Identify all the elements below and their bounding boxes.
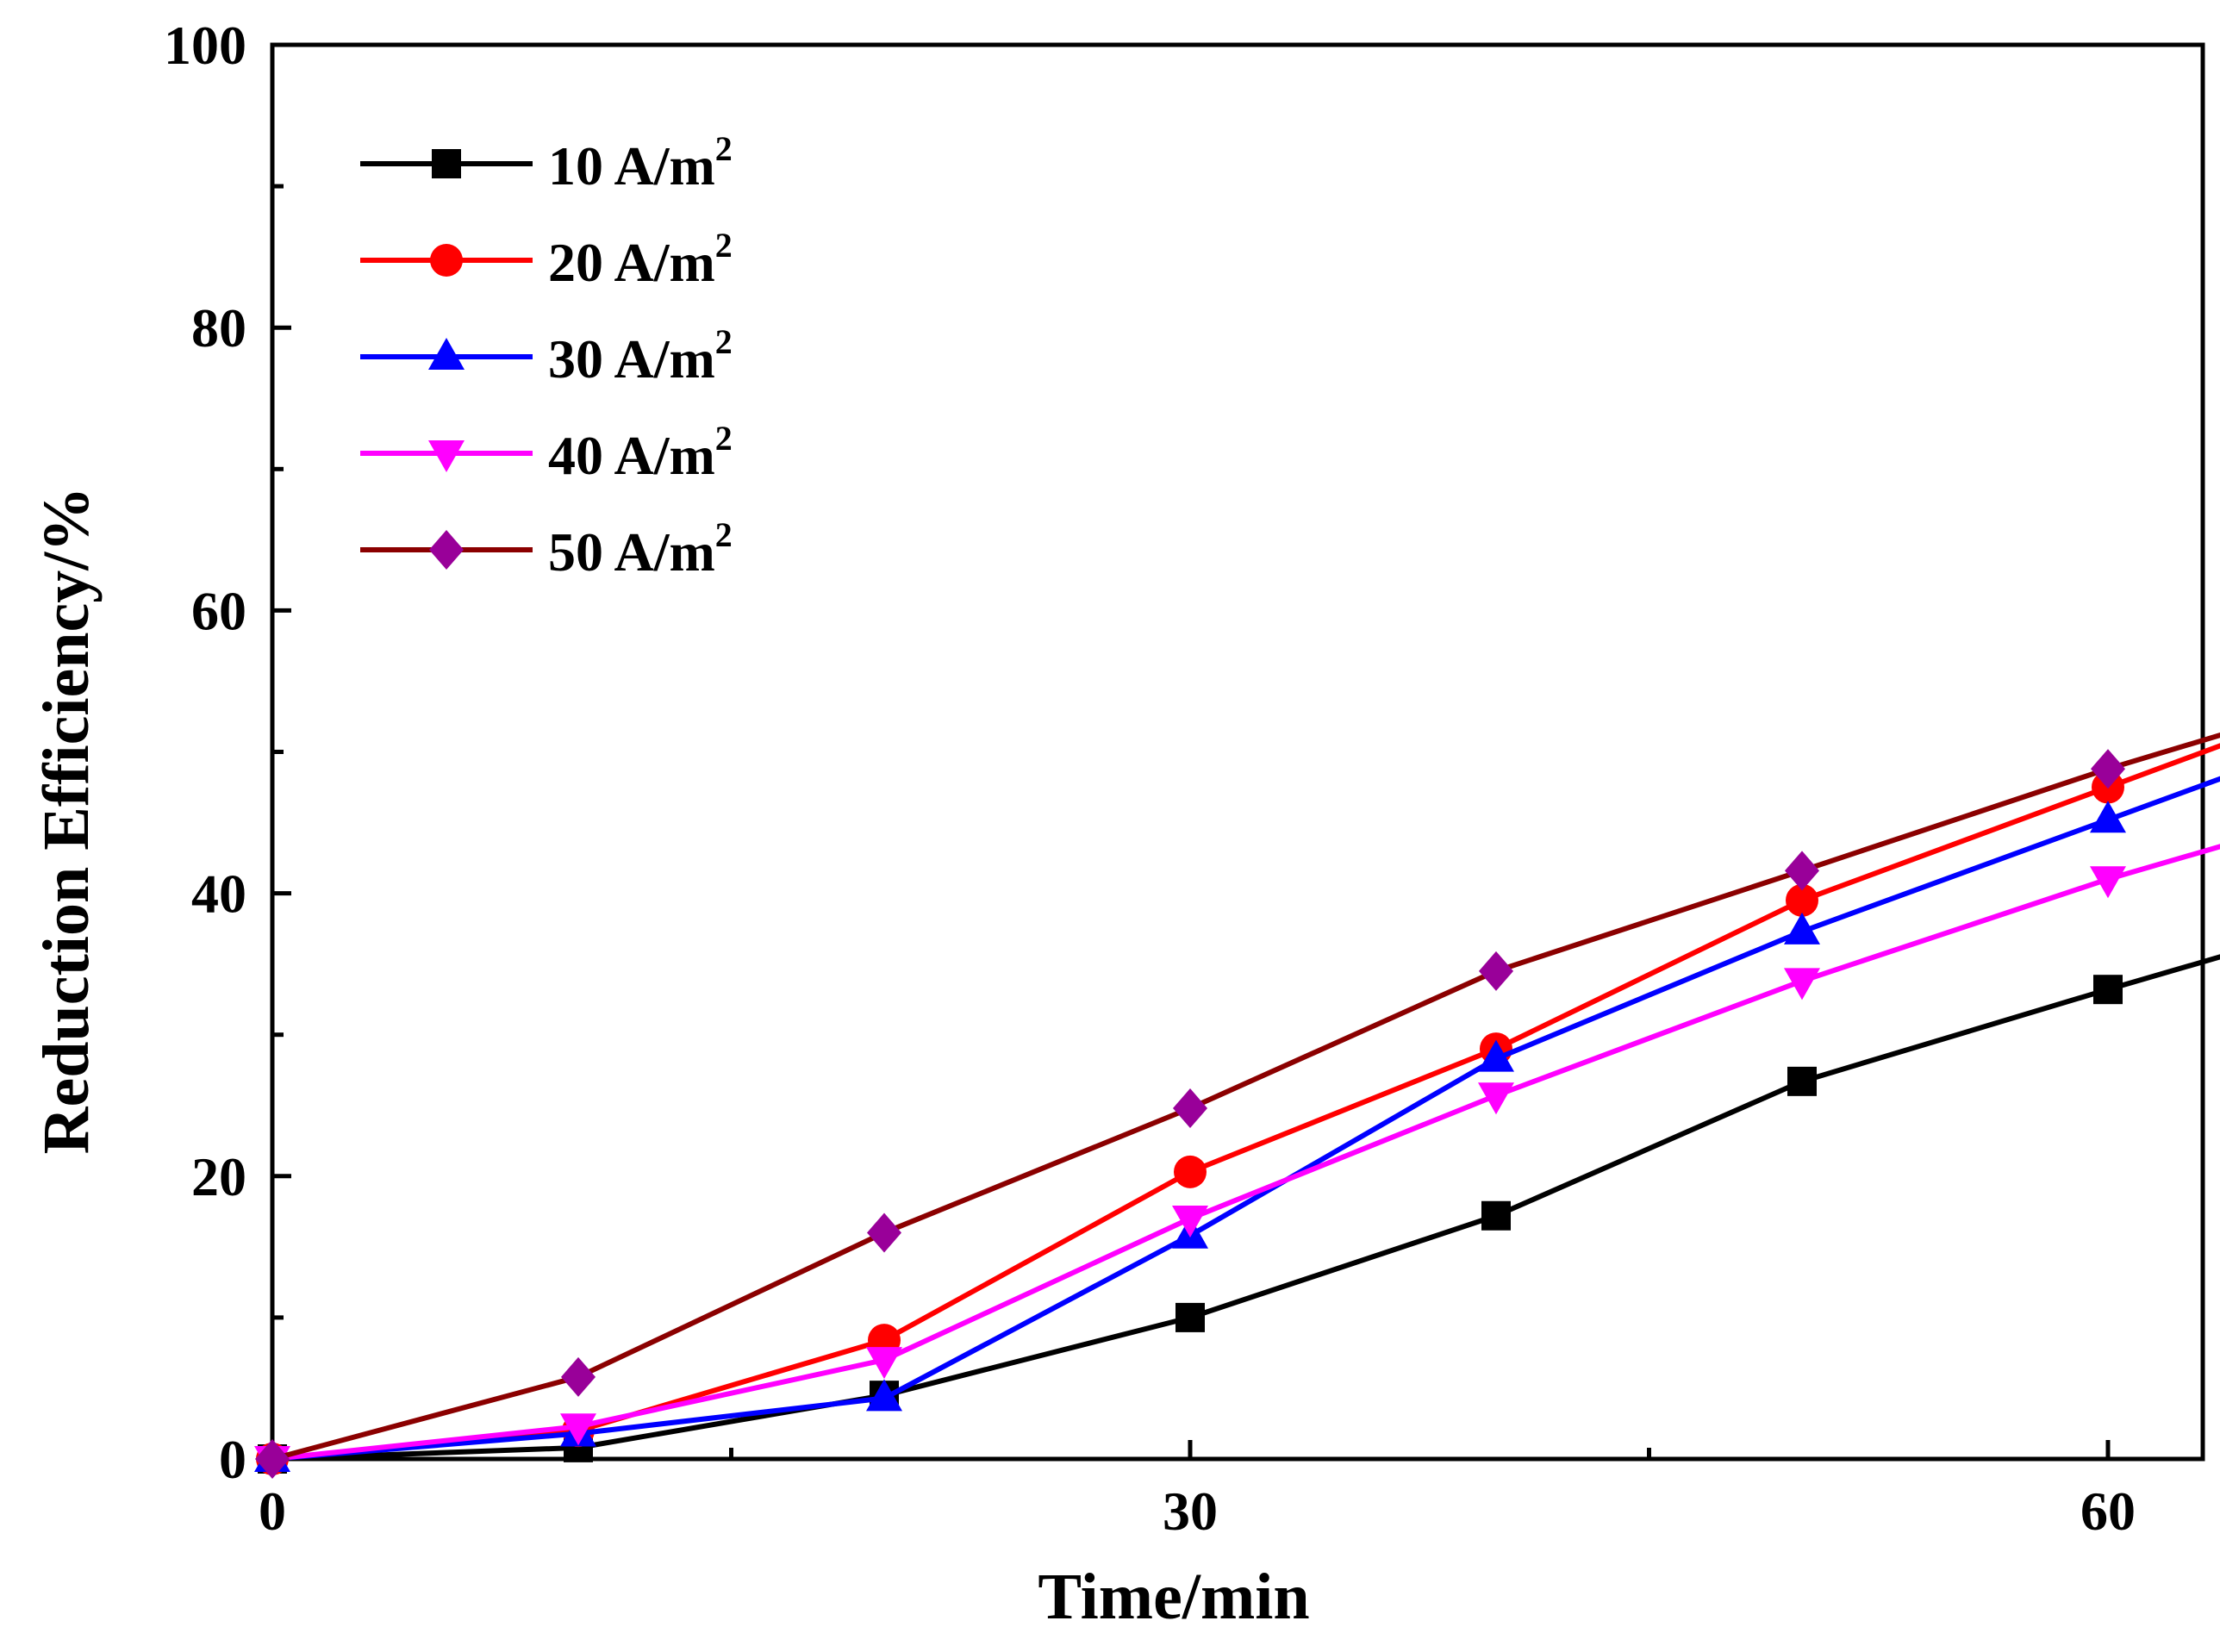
legend-marker [428, 440, 465, 472]
data-point [1787, 1066, 1817, 1096]
legend: 10 A/m2 20 A/m2 30 A/m2 40 A/m2 50 A/m2 [360, 129, 733, 583]
legend-entry: 20 A/m2 [360, 226, 733, 293]
x-axis-tick-labels: 0306090120150180 [259, 1481, 2136, 1542]
data-point [866, 1379, 902, 1412]
data-point [1478, 1039, 1514, 1072]
legend-label: 40 A/m2 [548, 419, 733, 486]
data-point [1174, 1155, 1207, 1188]
series-2 [256, 743, 2220, 1475]
legend-marker [432, 149, 461, 178]
data-point [1173, 1088, 1207, 1129]
data-point [560, 1413, 596, 1446]
data-point [1479, 951, 1513, 991]
data-point [1478, 1082, 1514, 1115]
x-tick-label: 60 [2080, 1481, 2136, 1542]
y-tick-label: 60 [191, 580, 246, 641]
data-point [2091, 749, 2125, 789]
series-line [271, 743, 2220, 1462]
data-point [1175, 1302, 1205, 1332]
y-axis-tick-labels: 0 20 40 60 80 100 [164, 15, 246, 1490]
x-tick-label: 30 [1163, 1481, 1218, 1542]
legend-marker [429, 530, 464, 570]
legend-entry: 50 A/m2 [360, 515, 733, 583]
data-point [2090, 866, 2126, 899]
y-tick-label: 80 [191, 297, 246, 358]
legend-label: 10 A/m2 [548, 129, 733, 196]
y-tick-label: 20 [191, 1146, 246, 1207]
legend-entry: 40 A/m2 [360, 419, 733, 486]
data-point [2090, 801, 2126, 833]
x-tick-label: 0 [259, 1481, 286, 1542]
data-point [866, 1347, 902, 1380]
series-5 [255, 732, 2220, 1479]
data-point [561, 1356, 596, 1397]
legend-entry: 10 A/m2 [360, 129, 733, 196]
data-point [1786, 883, 1818, 917]
legend-entry: 30 A/m2 [360, 322, 733, 390]
y-tick-label: 0 [219, 1429, 246, 1490]
series-line [271, 776, 2220, 1462]
legend-label: 50 A/m2 [548, 515, 733, 583]
y-axis-ticks [272, 42, 291, 1462]
data-point [1785, 851, 1819, 891]
legend-label: 20 A/m2 [548, 226, 733, 293]
series-4 [254, 844, 2220, 1478]
x-axis-title: Time/min [1038, 1561, 1309, 1633]
data-point [1784, 968, 1820, 1001]
legend-label: 30 A/m2 [548, 322, 733, 390]
y-tick-label: 100 [164, 15, 246, 76]
data-point [867, 1213, 901, 1253]
data-point [2093, 975, 2123, 1005]
legend-marker [430, 244, 463, 277]
data-point [255, 1439, 290, 1479]
data-point [1172, 1206, 1208, 1238]
y-tick-label: 40 [191, 863, 246, 925]
legend-marker [428, 338, 465, 370]
data-point [1784, 912, 1820, 944]
data-point [1481, 1200, 1511, 1231]
y-axis-title: Reduction Efficiency/% [30, 487, 103, 1155]
series-layer [254, 732, 2220, 1479]
